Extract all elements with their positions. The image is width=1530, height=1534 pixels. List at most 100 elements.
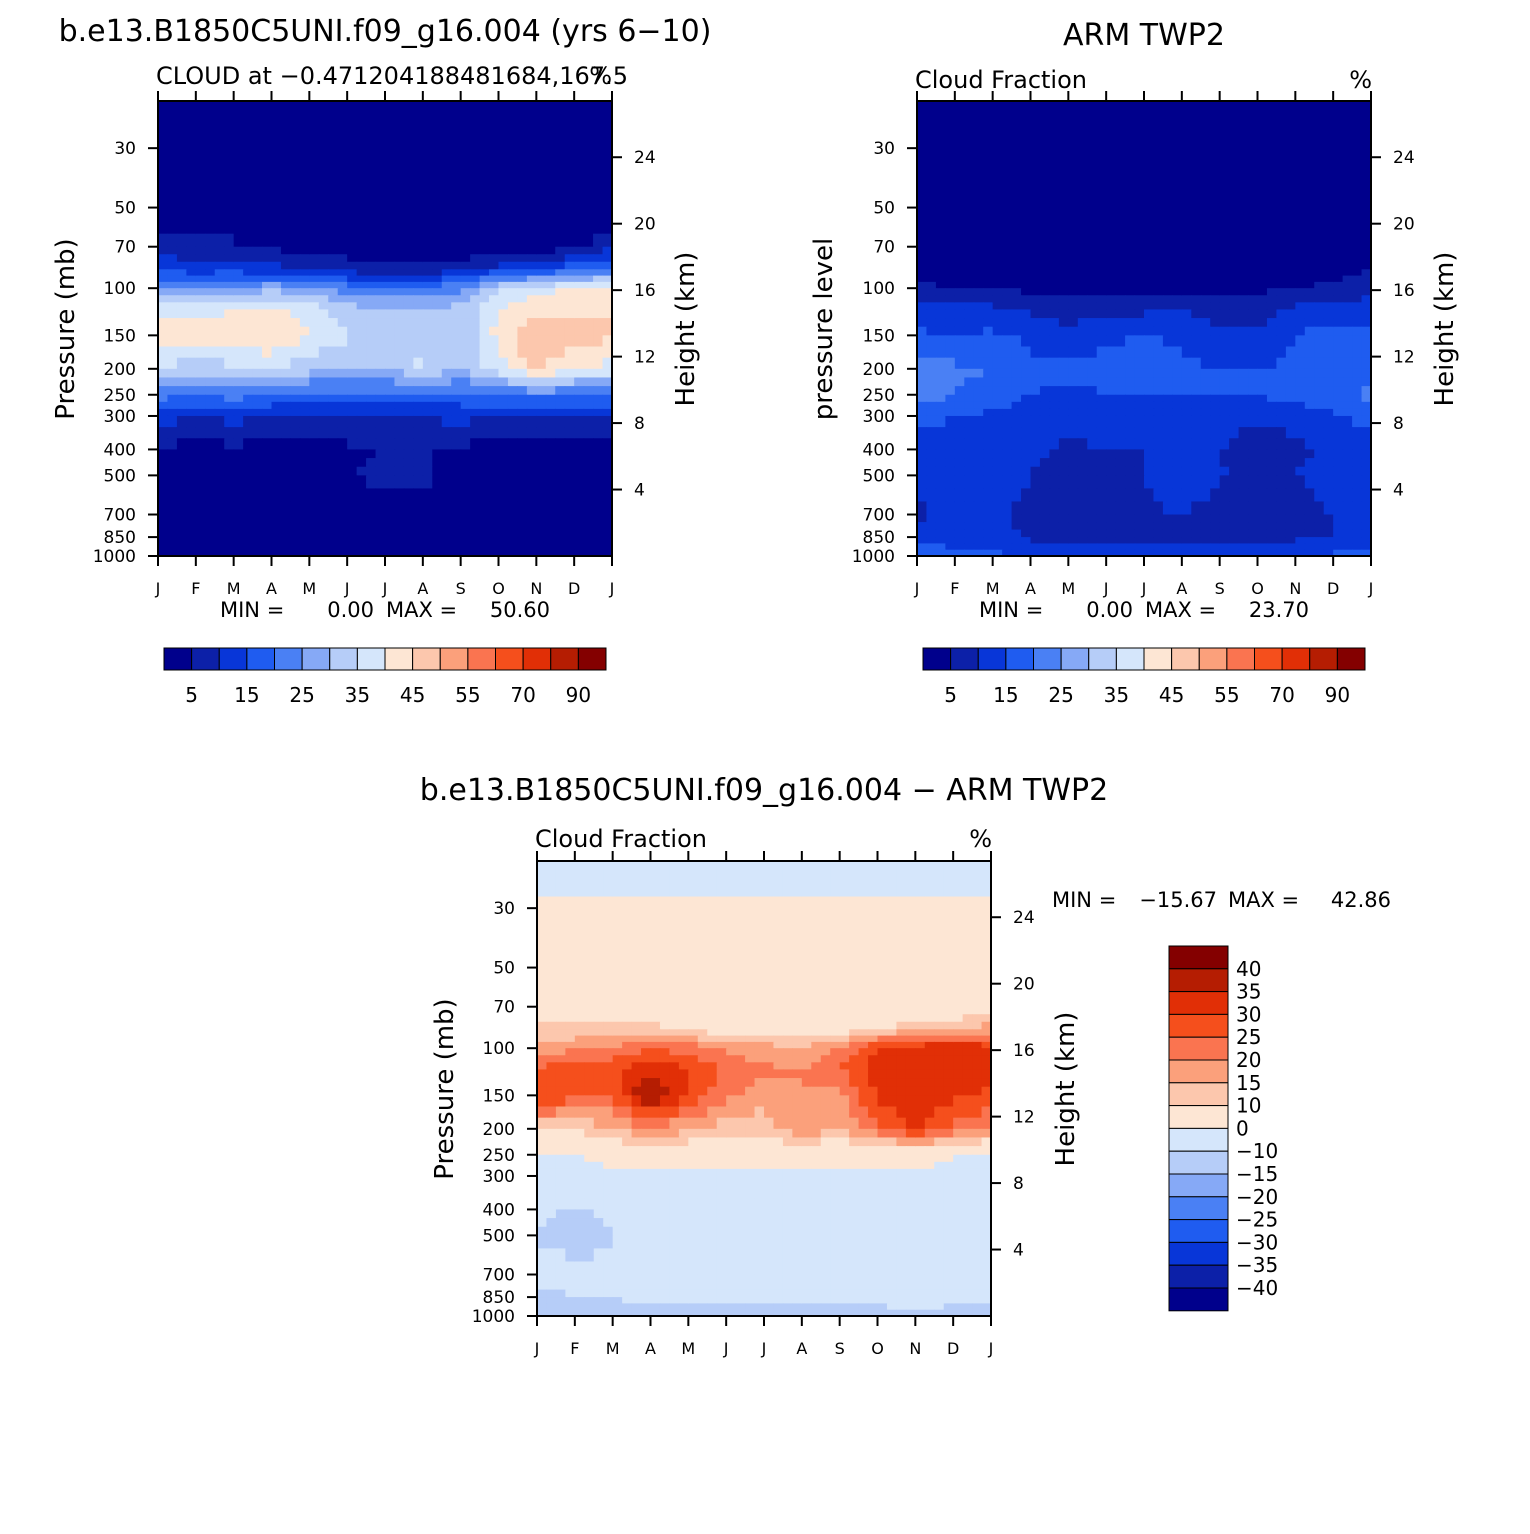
obs-cell (1267, 288, 1277, 296)
obs-cell (1182, 295, 1192, 303)
model-cell (253, 438, 263, 450)
diff-cell (556, 1014, 566, 1022)
model-cell (338, 318, 348, 327)
obs-cell (1087, 318, 1097, 327)
model-colorbar-label: 90 (566, 683, 591, 707)
model-cell (413, 335, 423, 347)
diff-cell (707, 1036, 717, 1043)
obs-cell (1106, 276, 1116, 283)
diff-cell (726, 1036, 736, 1043)
model-cell (413, 172, 423, 208)
model-cell (290, 327, 300, 336)
obs-cell (1087, 488, 1097, 502)
obs-colorbar-box (1061, 648, 1089, 670)
obs-cell (1324, 247, 1334, 255)
obs-cell (1229, 402, 1239, 410)
model-cell (404, 262, 414, 270)
diff-cell (953, 861, 963, 897)
model-cell (328, 501, 338, 515)
model-cell (186, 530, 196, 538)
model-cell (593, 427, 603, 439)
model-cell (508, 416, 518, 428)
obs-cell (1116, 247, 1126, 255)
obs-cell (1106, 137, 1116, 173)
obs-cell (1040, 254, 1050, 262)
model-cell (451, 276, 461, 283)
obs-cell (1002, 269, 1012, 276)
diff-cell (830, 1007, 840, 1015)
obs-colorbar-box (1227, 648, 1255, 670)
obs-cell (936, 449, 946, 458)
model-cell (584, 488, 594, 502)
obs-cell (1229, 309, 1239, 318)
diff-cell (934, 1036, 944, 1043)
obs-cell (974, 327, 984, 336)
model-cell (300, 369, 310, 378)
obs-cell (1068, 358, 1078, 370)
diff-cell (821, 981, 831, 995)
obs-cell (1333, 254, 1343, 262)
obs-cell (1144, 358, 1154, 370)
model-cell (309, 172, 319, 208)
model-cell (300, 101, 310, 137)
model-cell (215, 377, 225, 386)
model-cell (319, 377, 329, 386)
obs-cell (1267, 254, 1277, 262)
obs-cell (1201, 537, 1211, 544)
model-cell (555, 288, 565, 296)
model-cell (413, 295, 423, 303)
obs-cell (936, 288, 946, 296)
model-cell (243, 172, 253, 208)
model-cell (243, 247, 253, 255)
diff-cell (651, 897, 661, 933)
model-cell (253, 467, 263, 476)
obs-cell (1248, 234, 1258, 248)
model-cell (394, 475, 404, 489)
obs-cell (1059, 530, 1069, 538)
model-cell (536, 288, 546, 296)
diff-cell (859, 1062, 869, 1070)
diff-cell (575, 1036, 585, 1043)
obs-cell (1125, 438, 1135, 450)
model-cell (262, 438, 272, 450)
obs-cell (1286, 269, 1296, 276)
obs-cell (983, 522, 993, 530)
obs-cell (1040, 358, 1050, 370)
model-cell (461, 543, 471, 550)
obs-cell (1352, 358, 1362, 370)
model-cell (385, 295, 395, 303)
obs-cell (945, 262, 955, 270)
obs-cell (1220, 458, 1230, 467)
diff-cell (849, 1014, 859, 1022)
model-cell (461, 467, 471, 476)
obs-cell (1286, 254, 1296, 262)
model-cell (215, 318, 225, 327)
diff-cell (584, 1007, 594, 1015)
obs-cell (1097, 221, 1107, 235)
obs-cell (983, 269, 993, 276)
model-cell (158, 309, 168, 318)
model-cell (319, 327, 329, 336)
model-cell (584, 172, 594, 208)
model-cell (584, 137, 594, 173)
model-cell (461, 395, 471, 403)
obs-cell (1314, 458, 1324, 467)
diff-cell (953, 1036, 963, 1043)
obs-cell (1305, 288, 1315, 296)
diff-cell (802, 1036, 812, 1043)
model-cell (338, 101, 348, 137)
diff-cell (546, 981, 556, 995)
obs-cell (1324, 369, 1334, 378)
obs-cell (1144, 537, 1154, 544)
obs-cell (1087, 269, 1097, 276)
obs-cell (1012, 302, 1022, 310)
obs-cell (1059, 369, 1069, 378)
diff-cell (726, 1029, 736, 1036)
obs-cell (1078, 172, 1088, 208)
obs-cell (1258, 467, 1268, 476)
diff-cell (840, 897, 850, 933)
model-cell (243, 537, 253, 544)
obs-colorbar-box (1089, 648, 1117, 670)
obs-cell (1002, 295, 1012, 303)
model-cell (470, 458, 480, 467)
